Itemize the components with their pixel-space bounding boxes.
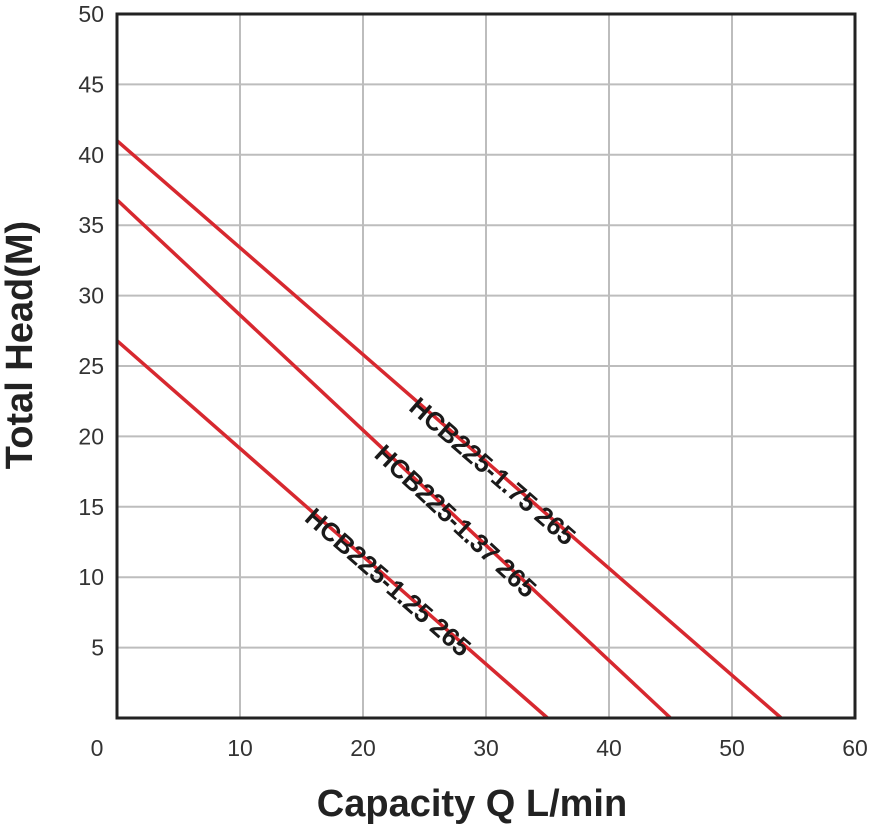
y-tick-label: 25 — [78, 353, 104, 379]
y-tick-label: 10 — [78, 564, 104, 590]
x-tick-label: 0 — [91, 735, 104, 761]
x-tick-label: 50 — [719, 735, 745, 761]
series-lines — [115, 139, 783, 720]
x-tick-label: 20 — [350, 735, 376, 761]
y-tick-label: 15 — [78, 494, 104, 520]
y-tick-label: 5 — [91, 635, 104, 661]
y-axis-title: Total Head(M) — [0, 221, 41, 469]
x-axis-title: Capacity Q L/min — [317, 783, 627, 825]
y-tick-label: 20 — [78, 423, 104, 449]
x-tick-label: 60 — [842, 735, 868, 761]
series-line — [115, 198, 672, 720]
grid-lines — [117, 14, 855, 718]
y-tick-label: 40 — [78, 142, 104, 168]
y-tick-label: 50 — [78, 1, 104, 27]
y-tick-label: 45 — [78, 71, 104, 97]
x-tick-label: 30 — [473, 735, 499, 761]
series-label: HCB225-1.75 265 — [404, 391, 582, 551]
plot-frame — [115, 12, 857, 720]
y-tick-label: 30 — [78, 283, 104, 309]
y-tick-labels: 5 10 15 20 25 30 35 40 45 50 — [78, 1, 104, 661]
series-line — [115, 139, 783, 720]
x-tick-label: 40 — [596, 735, 622, 761]
series-line — [115, 339, 549, 720]
y-tick-label: 35 — [78, 212, 104, 238]
x-tick-label: 10 — [227, 735, 253, 761]
x-tick-labels: 0 10 20 30 40 50 60 — [91, 735, 868, 761]
